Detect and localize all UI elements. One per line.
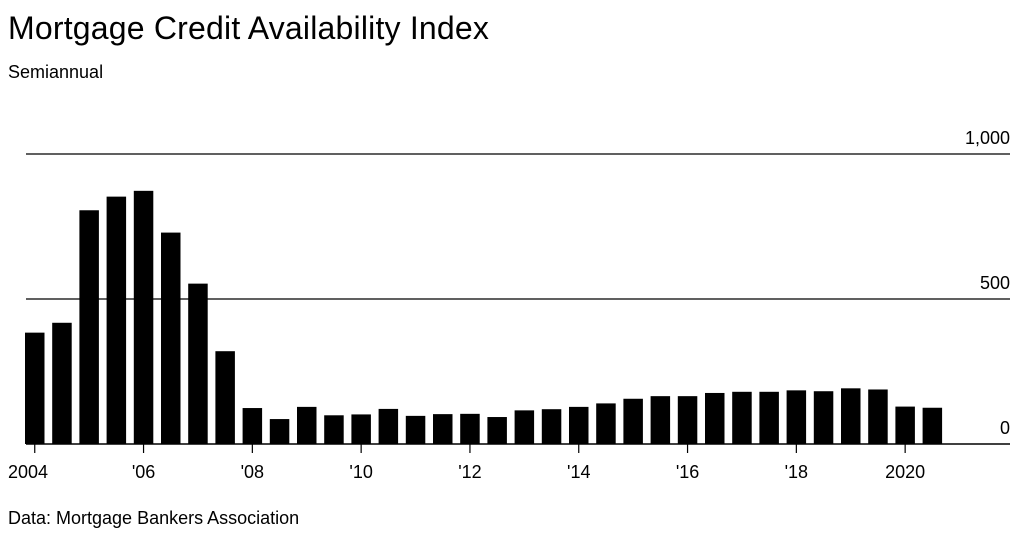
bar — [215, 351, 235, 444]
bar — [378, 408, 399, 444]
x-tick-label: '14 — [567, 462, 590, 482]
bar — [813, 391, 834, 444]
bar — [487, 417, 507, 444]
x-tick-label: '06 — [132, 462, 155, 482]
bar — [841, 388, 861, 444]
y-tick-label: 500 — [980, 273, 1010, 293]
bar — [351, 414, 371, 444]
bar — [786, 390, 807, 444]
bar — [405, 415, 426, 444]
bar — [52, 322, 72, 444]
bar — [106, 196, 127, 444]
x-tick-label: 2004 — [8, 462, 48, 482]
bar — [569, 406, 589, 444]
bar — [242, 408, 263, 444]
bar — [161, 232, 181, 444]
bar — [433, 414, 453, 444]
x-tick-labels: 2004 '06 '08 '10 '12 '14 '16 '18 2020 — [8, 444, 925, 482]
bar — [596, 403, 616, 444]
y-tick-label: 0 — [1000, 418, 1010, 438]
bar — [133, 190, 154, 444]
bar — [895, 406, 915, 444]
bar — [188, 283, 208, 444]
chart-subtitle: Semiannual — [8, 62, 104, 82]
x-tick-label: '12 — [458, 462, 481, 482]
bar — [705, 392, 725, 444]
bar — [650, 396, 671, 444]
bar — [759, 391, 779, 444]
x-tick-label: '18 — [785, 462, 808, 482]
bar — [460, 413, 480, 444]
bar — [25, 332, 45, 444]
source-note: Data: Mortgage Bankers Association — [8, 508, 300, 528]
bar — [269, 419, 290, 444]
bar — [514, 410, 535, 444]
bar — [541, 409, 562, 444]
bar — [868, 389, 888, 444]
x-tick-label: 2020 — [885, 462, 925, 482]
bar — [732, 391, 752, 444]
bar — [324, 415, 344, 444]
chart-title: Mortgage Credit Availability Index — [8, 10, 490, 46]
bar — [922, 407, 943, 444]
bars — [25, 190, 943, 444]
x-tick-label: '08 — [241, 462, 264, 482]
bar — [297, 406, 317, 444]
bar — [623, 398, 643, 444]
y-tick-labels: 0 500 1,000 — [965, 128, 1010, 438]
x-tick-label: '16 — [676, 462, 699, 482]
x-tick-label: '10 — [349, 462, 372, 482]
y-tick-label: 1,000 — [965, 128, 1010, 148]
bar — [79, 210, 99, 444]
bar — [677, 396, 698, 444]
